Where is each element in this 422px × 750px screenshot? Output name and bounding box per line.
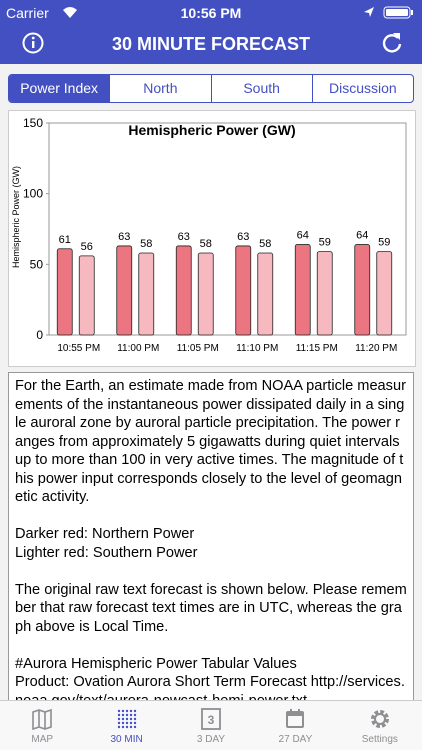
chart-card: Hemispheric Power (GW) Hemispheric Power… bbox=[8, 110, 416, 367]
text-line: Darker red: Northern Power bbox=[15, 526, 195, 542]
chart-title: Hemispheric Power (GW) bbox=[128, 122, 295, 138]
value-label: 64 bbox=[356, 230, 368, 242]
y-axis-label: Hemispheric Power (GW) bbox=[11, 166, 21, 268]
value-label: 56 bbox=[81, 241, 93, 253]
text-line: Lighter red: Southern Power bbox=[15, 544, 198, 561]
bar bbox=[116, 245, 133, 336]
bar bbox=[78, 255, 95, 336]
clock: 10:56 PM bbox=[180, 5, 242, 21]
bar bbox=[376, 251, 393, 336]
paragraph: Darker red: Northern Power Lighter red: S… bbox=[15, 525, 407, 562]
tab[interactable]: Settings bbox=[338, 701, 422, 750]
tab-bar: MAP 30 MIN 3 3 DAY 27 DAY Settings bbox=[0, 700, 422, 750]
plot-frame bbox=[48, 122, 407, 336]
y-tick-label: 0 bbox=[36, 328, 43, 342]
text-line: #Aurora Hemispheric Power Tabular Values bbox=[15, 655, 297, 672]
tab-icon bbox=[32, 708, 53, 731]
value-label: 58 bbox=[259, 238, 271, 250]
value-label: 61 bbox=[59, 234, 71, 246]
tab-icon bbox=[286, 709, 305, 728]
tab[interactable]: 30 MIN bbox=[84, 701, 168, 750]
header: Carrier 10:56 PM 30 MINUTE FORECAST bbox=[0, 0, 422, 64]
value-label: 63 bbox=[178, 231, 190, 243]
text-line: For the Earth, an estimate made from NOA… bbox=[15, 378, 406, 505]
value-label: 64 bbox=[297, 230, 309, 242]
battery-icon bbox=[364, 6, 413, 19]
value-label: 58 bbox=[140, 238, 152, 250]
segment-tab[interactable]: North bbox=[109, 75, 210, 102]
tab-icon: 3 bbox=[201, 708, 221, 730]
x-tick-label: 10:55 PM bbox=[57, 343, 100, 354]
bar bbox=[138, 252, 155, 336]
segment-tab[interactable]: Power Index bbox=[9, 75, 110, 102]
segment-tab[interactable]: Discussion bbox=[311, 75, 413, 102]
tab[interactable]: 3 3 DAY bbox=[169, 701, 253, 750]
value-label: 58 bbox=[200, 238, 212, 250]
chart: Hemispheric Power (GW) Hemispheric Power… bbox=[11, 116, 407, 354]
tab[interactable]: MAP bbox=[0, 701, 84, 750]
info-button[interactable] bbox=[22, 32, 44, 54]
y-tick-label: 100 bbox=[23, 187, 43, 201]
text-line: Product: Ovation Aurora Short Term Forec… bbox=[15, 674, 405, 704]
y-tick-label: 50 bbox=[30, 257, 44, 271]
title: 30 MINUTE FORECAST bbox=[111, 34, 311, 54]
x-tick-label: 11:15 PM bbox=[296, 343, 338, 354]
tab-label: 3 DAY bbox=[196, 734, 226, 745]
paragraph: #Aurora Hemispheric Power Tabular Values… bbox=[15, 655, 407, 704]
y-tick-label: 150 bbox=[23, 116, 43, 130]
tab-icon bbox=[370, 710, 389, 728]
bar bbox=[175, 245, 192, 336]
refresh-button[interactable] bbox=[380, 30, 404, 54]
bar bbox=[354, 244, 371, 336]
tab-label: 30 MIN bbox=[110, 734, 143, 745]
bar bbox=[294, 244, 311, 336]
x-tick-label: 11:00 PM bbox=[117, 343, 159, 354]
description: For the Earth, an estimate made from NOA… bbox=[8, 372, 414, 704]
tab-label: MAP bbox=[31, 734, 54, 745]
bar bbox=[197, 252, 214, 336]
text-line: The original raw text forecast is shown … bbox=[15, 581, 407, 635]
value-label: 59 bbox=[319, 237, 331, 249]
value-label: 59 bbox=[378, 237, 390, 249]
tab[interactable]: 27 DAY bbox=[253, 701, 337, 750]
paragraph: The original raw text forecast is shown … bbox=[15, 581, 407, 637]
bar bbox=[316, 251, 333, 336]
value-label: 63 bbox=[118, 231, 130, 243]
tab-icon bbox=[117, 709, 136, 729]
tab-label: 27 DAY bbox=[278, 734, 313, 745]
segmented-control: Power Index North South Discussion bbox=[8, 74, 414, 103]
tab-label: Settings bbox=[361, 734, 398, 745]
bar bbox=[56, 248, 73, 336]
x-tick-label: 11:20 PM bbox=[355, 343, 397, 354]
segment-tab[interactable]: South bbox=[210, 75, 312, 102]
wifi-icon bbox=[63, 7, 77, 18]
value-label: 63 bbox=[237, 231, 249, 243]
x-tick-label: 11:10 PM bbox=[236, 343, 278, 354]
bar bbox=[235, 245, 252, 336]
bar bbox=[257, 252, 274, 336]
x-tick-label: 11:05 PM bbox=[177, 343, 219, 354]
icon-digit: 3 bbox=[208, 713, 215, 727]
carrier: Carrier bbox=[6, 5, 49, 21]
paragraph: For the Earth, an estimate made from NOA… bbox=[15, 377, 407, 507]
